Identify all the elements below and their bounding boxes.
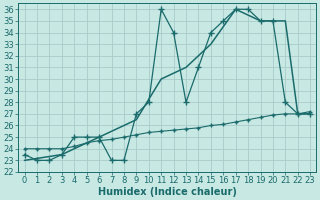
X-axis label: Humidex (Indice chaleur): Humidex (Indice chaleur) [98,187,237,197]
